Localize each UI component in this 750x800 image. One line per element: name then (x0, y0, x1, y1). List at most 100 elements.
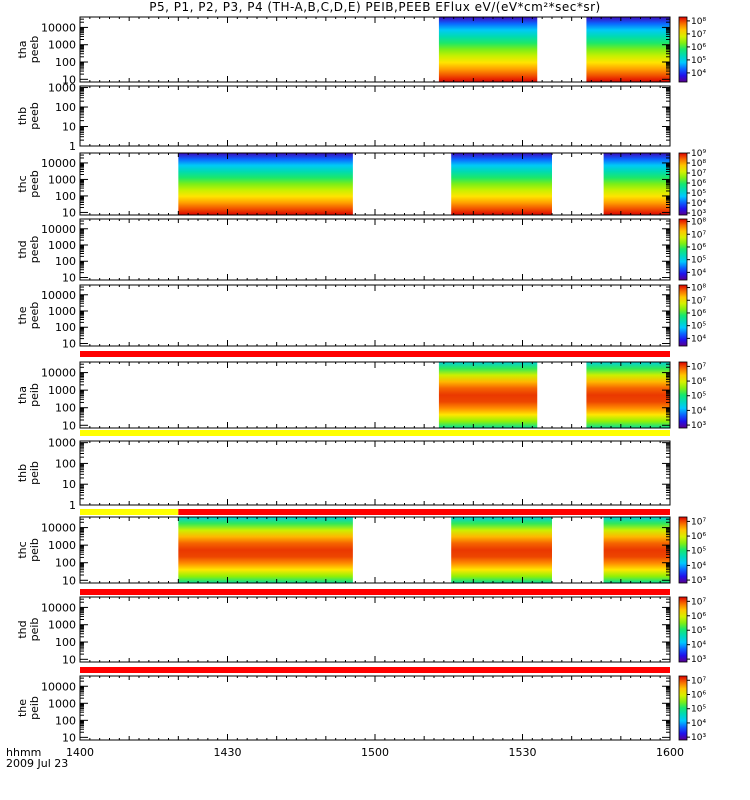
spectrogram-block (603, 517, 670, 583)
y-tick-label: 10 (62, 419, 76, 432)
spectrogram-block (586, 362, 670, 428)
colorbar-label: 10⁶ (691, 377, 706, 387)
status-bar-segment (80, 430, 670, 436)
panel-ylabel-probe: thc (16, 175, 29, 192)
y-tick-label: 10000 (41, 223, 76, 236)
colorbar-label: 10⁶ (691, 532, 706, 542)
y-tick-label: 100 (55, 714, 76, 727)
y-tick-label: 1 (69, 499, 76, 512)
colorbar-label: 10⁵ (691, 256, 706, 266)
colorbar-label: 10⁷ (691, 296, 706, 306)
status-bar-segment (80, 667, 670, 673)
spectrogram-block (451, 517, 552, 583)
colorbar-label: 10⁴ (691, 406, 706, 416)
panel-frame (79, 596, 671, 663)
date-label: 2009 Jul 23 (6, 757, 69, 770)
colorbar-label: 10⁵ (691, 392, 706, 402)
y-tick-label: 1000 (48, 539, 76, 552)
y-tick-label: 10000 (41, 367, 76, 380)
y-tick-label: 10 (62, 121, 76, 134)
colorbar-label: 10³ (691, 576, 706, 586)
panel-ylabel-species: peib (28, 383, 41, 407)
colorbar (678, 16, 688, 83)
colorbar-label: 10⁵ (691, 547, 706, 557)
x-tick-label: 1530 (509, 746, 537, 759)
panel-ylabel: thepeeb (16, 302, 41, 330)
panel-ylabel-species: peib (28, 461, 41, 485)
panel-ylabel: thbpeib (16, 461, 41, 485)
spectrogram-block (586, 17, 670, 82)
panel-frame (79, 218, 671, 281)
colorbar (678, 218, 688, 281)
panel-frame (79, 16, 671, 83)
panel-frame (79, 152, 671, 216)
y-tick-label: 100 (55, 255, 76, 268)
y-tick-label: 1000 (48, 39, 76, 52)
colorbar-label: 10⁷ (691, 362, 706, 372)
x-tick-label: 1430 (214, 746, 242, 759)
colorbar-label: 10⁶ (691, 690, 706, 700)
y-tick-label: 10 (62, 478, 76, 491)
time-axis-label: hhmm (6, 746, 42, 759)
colorbar (678, 596, 688, 663)
colorbar-label: 10⁸ (691, 159, 706, 169)
y-tick-label: 10 (62, 337, 76, 350)
colorbar-label: 10⁷ (691, 230, 706, 240)
x-tick-label: 1500 (361, 746, 389, 759)
colorbar (678, 675, 688, 741)
panel-frame (79, 361, 671, 429)
panel-ylabel-species: peib (28, 618, 41, 642)
colorbar-label: 10⁴ (691, 719, 706, 729)
y-tick-label: 10000 (41, 21, 76, 34)
y-tick-label: 10000 (41, 522, 76, 535)
panel-ylabel-species: peeb (28, 236, 41, 264)
status-bar-segment (80, 509, 179, 515)
spectrogram-block (178, 153, 353, 215)
panel-ylabel-species: peeb (28, 170, 41, 198)
spectrogram-block (603, 153, 670, 215)
y-tick-label: 100 (55, 101, 76, 114)
panel-ylabel-species: peib (28, 538, 41, 562)
y-tick-label: 1000 (48, 173, 76, 186)
colorbar (678, 152, 688, 216)
panel-ylabel: thapeeb (16, 36, 41, 64)
status-bar-segment (80, 351, 670, 357)
panel-ylabel: thepeib (16, 696, 41, 720)
colorbar-label: 10⁴ (691, 69, 706, 79)
colorbar-label: 10⁵ (691, 705, 706, 715)
colorbar-label: 10⁶ (691, 612, 706, 622)
colorbar-label: 10⁵ (691, 189, 706, 199)
colorbar-label: 10⁷ (691, 30, 706, 40)
colorbar-label: 10⁵ (691, 56, 706, 66)
y-tick-label: 1 (69, 140, 76, 153)
panel-ylabel-probe: tha (16, 386, 29, 404)
panel-ylabel: thbpeeb (16, 102, 41, 130)
colorbar-label: 10⁷ (691, 169, 706, 179)
colorbar-label: 10⁷ (691, 517, 706, 527)
colorbar-label: 10⁷ (691, 676, 706, 686)
y-tick-label: 10 (62, 731, 76, 744)
y-tick-label: 10000 (41, 680, 76, 693)
y-tick-label: 100 (55, 190, 76, 203)
panel-ylabel: thcpeib (16, 538, 41, 562)
panel-frame (79, 675, 671, 741)
panel-ylabel-probe: thc (16, 541, 29, 558)
y-tick-label: 1000 (48, 697, 76, 710)
colorbar-label: 10⁸ (691, 17, 706, 27)
y-tick-label: 1000 (48, 305, 76, 318)
panel-ylabel-probe: the (16, 306, 29, 324)
panel-ylabel-species: peeb (28, 36, 41, 64)
y-tick-label: 10 (62, 574, 76, 587)
status-bar-segment (80, 589, 670, 595)
colorbar-label: 10⁶ (691, 43, 706, 53)
spectrogram-block (438, 362, 538, 428)
colorbar-label: 10⁴ (691, 199, 706, 209)
colorbar-label: 10⁴ (691, 561, 706, 571)
y-tick-label: 10000 (41, 289, 76, 302)
y-tick-label: 10000 (41, 157, 76, 170)
panel-frame (79, 85, 671, 147)
y-tick-label: 100 (55, 56, 76, 69)
colorbar-label: 10⁵ (691, 322, 706, 332)
panel-ylabel-probe: the (16, 699, 29, 717)
